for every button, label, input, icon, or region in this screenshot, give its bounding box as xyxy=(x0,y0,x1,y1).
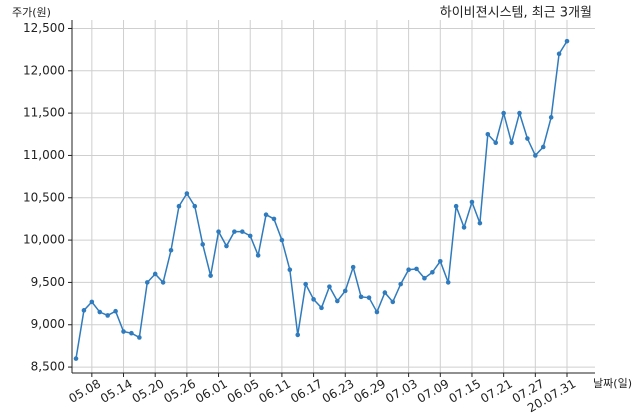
price-point xyxy=(540,144,546,150)
x-tick-label: 05.20 xyxy=(130,377,167,406)
price-point xyxy=(437,258,443,264)
price-point xyxy=(461,225,467,230)
price-point xyxy=(216,229,221,234)
price-point xyxy=(445,280,451,285)
price-point xyxy=(271,216,277,222)
price-point xyxy=(564,38,570,44)
price-point xyxy=(152,271,158,277)
price-point xyxy=(374,309,380,315)
price-point xyxy=(121,329,126,334)
price-point xyxy=(382,290,388,295)
price-point xyxy=(342,288,348,294)
price-point xyxy=(525,136,530,141)
price-point xyxy=(501,110,506,116)
price-point xyxy=(144,280,150,285)
x-tick-label: 06.17 xyxy=(288,377,325,406)
y-tick-label: 11,500 xyxy=(23,106,65,120)
chart-title: 하이비젼시스템, 최근 3개월 xyxy=(440,6,592,21)
y-tick-label: 11,000 xyxy=(23,148,65,162)
x-tick-label: 06.11 xyxy=(256,377,293,406)
price-point xyxy=(477,220,483,226)
price-point xyxy=(406,267,411,273)
price-point xyxy=(303,281,308,287)
y-tick-label: 10,000 xyxy=(23,233,65,247)
y-tick-label: 12,500 xyxy=(23,21,65,35)
price-point xyxy=(279,237,285,243)
y-tick-label: 9,500 xyxy=(31,275,65,289)
price-point xyxy=(137,335,142,340)
price-point xyxy=(335,298,340,304)
y-axis-label: 주가(원) xyxy=(12,6,51,19)
price-point xyxy=(485,131,491,137)
price-point xyxy=(208,273,213,278)
price-point xyxy=(366,295,372,300)
price-point xyxy=(255,253,261,258)
price-point xyxy=(168,247,174,253)
price-line xyxy=(75,40,568,359)
x-tick-label: 07.09 xyxy=(415,377,452,406)
y-tick-label: 12,000 xyxy=(23,63,65,77)
price-point xyxy=(350,264,356,270)
price-point xyxy=(81,308,87,313)
y-tick-label: 9,000 xyxy=(31,317,65,331)
y-tick-label: 8,500 xyxy=(31,360,65,374)
price-point xyxy=(319,305,324,311)
price-point xyxy=(533,153,538,158)
price-point xyxy=(509,140,514,146)
price-point xyxy=(287,267,293,273)
price-point xyxy=(263,212,269,218)
price-point xyxy=(97,309,103,315)
price-point xyxy=(295,332,301,338)
price-point xyxy=(469,199,475,205)
price-point xyxy=(414,266,419,272)
x-tick-label: 05.26 xyxy=(161,377,198,406)
x-axis-label: 날짜(일) xyxy=(593,376,632,390)
price-point xyxy=(129,330,134,336)
price-point xyxy=(160,280,166,285)
x-tick-label: 05.14 xyxy=(98,377,135,406)
x-tick-label: 07.21 xyxy=(478,377,515,406)
price-point xyxy=(232,229,237,234)
price-point xyxy=(176,203,182,209)
price-point xyxy=(105,313,110,318)
x-tick-label: 07.03 xyxy=(383,377,420,406)
price-point xyxy=(73,356,79,361)
x-tick-label: 06.01 xyxy=(193,377,230,406)
x-tick-label: 06.29 xyxy=(351,377,388,406)
x-tick-label: 07.15 xyxy=(446,377,483,406)
price-point xyxy=(548,115,554,120)
x-tick-label: 06.23 xyxy=(320,377,357,406)
price-point xyxy=(200,242,206,247)
price-point xyxy=(493,140,499,146)
price-point xyxy=(311,297,316,302)
price-point xyxy=(517,110,522,116)
price-point xyxy=(113,308,118,314)
price-point xyxy=(247,233,253,239)
x-tick-label: 05.08 xyxy=(66,377,103,406)
price-point xyxy=(192,203,198,209)
price-point xyxy=(224,243,229,249)
price-point xyxy=(556,51,562,57)
x-tick-label: 06.05 xyxy=(225,377,262,406)
y-tick-label: 10,500 xyxy=(23,190,65,204)
price-point xyxy=(240,229,245,234)
price-point xyxy=(430,269,435,275)
price-point xyxy=(184,191,190,196)
price-point xyxy=(390,299,396,305)
price-point xyxy=(327,284,332,289)
price-point xyxy=(453,203,459,209)
price-point xyxy=(358,294,364,300)
price-point xyxy=(398,281,403,287)
price-point xyxy=(422,275,427,281)
price-point xyxy=(89,299,95,305)
